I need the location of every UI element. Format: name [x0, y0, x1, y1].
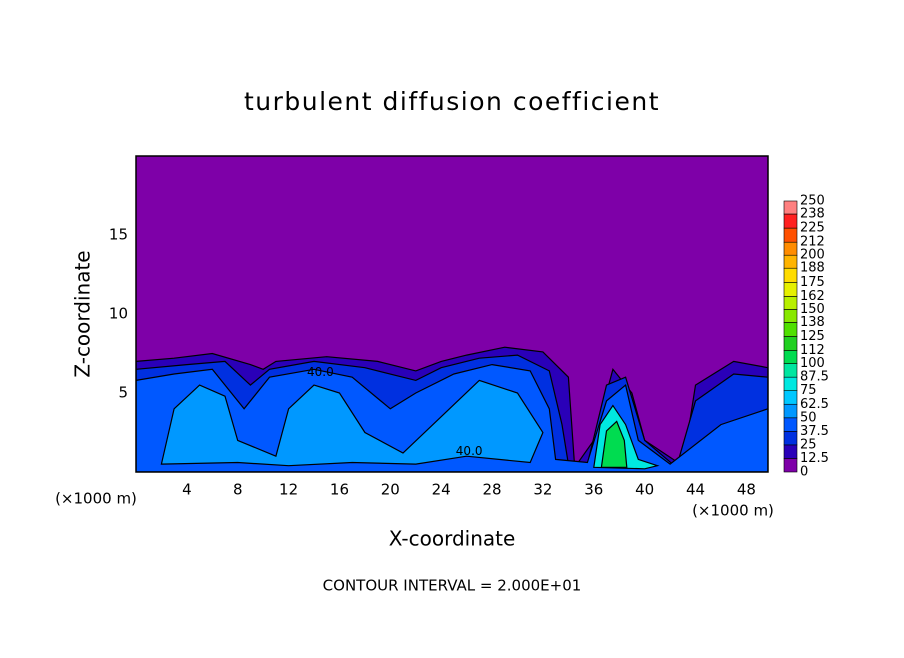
- colorbar-label: 0: [800, 465, 808, 480]
- x-tick-label: 4: [182, 481, 192, 499]
- colorbar-swatch: [783, 390, 798, 405]
- y-tick-label: 15: [109, 226, 128, 244]
- colorbar-swatch: [783, 336, 798, 351]
- colorbar-swatch: [783, 281, 798, 297]
- x-tick-label: 16: [330, 481, 349, 499]
- contour-label: 40.0: [307, 365, 334, 379]
- colorbar-swatch: [783, 376, 798, 391]
- colorbar-label: 62.5: [800, 397, 829, 412]
- field-region: [160, 379, 544, 467]
- colorbar-label: 238: [800, 207, 825, 222]
- contour-label: 40.0: [456, 444, 483, 458]
- x-tick-label: 28: [483, 481, 502, 499]
- colorbar-label: 112: [800, 343, 825, 358]
- x-tick-label: 40: [635, 481, 654, 499]
- y-tick-label: 5: [118, 384, 128, 402]
- colorbar-label: 175: [800, 275, 825, 290]
- colorbar-label: 225: [800, 221, 825, 236]
- x-tick-label: 24: [432, 481, 451, 499]
- colorbar-label: 25: [800, 437, 817, 452]
- colorbar-label: 138: [800, 315, 825, 330]
- colorbar-swatch: [783, 241, 798, 256]
- y-axis-label: Z-coordinate: [71, 250, 95, 377]
- x-tick-label: 48: [737, 481, 756, 499]
- colorbar-label: 212: [800, 235, 825, 250]
- x-unit-label: (×1000 m): [55, 490, 137, 508]
- plot-frame: [135, 155, 769, 473]
- chart-title: turbulent diffusion coefficient: [244, 87, 660, 116]
- colorbar-swatch: [783, 254, 798, 269]
- colorbar-swatch: [783, 200, 798, 215]
- colorbar-label: 37.5: [800, 424, 829, 439]
- colorbar-swatch: [783, 417, 798, 432]
- x-tick-label: 36: [584, 481, 603, 499]
- colorbar-label: 188: [800, 261, 825, 276]
- x-tick-label: 44: [686, 481, 705, 499]
- colorbar-swatch: [783, 444, 798, 459]
- colorbar-swatch: [783, 458, 798, 473]
- x-tick-label: 12: [279, 481, 298, 499]
- footer: CONTOUR INTERVAL = 2.000E+01: [323, 577, 582, 595]
- colorbar-label: 75: [800, 383, 817, 398]
- colorbar-swatch: [783, 403, 798, 419]
- colorbar-label: 12.5: [800, 451, 829, 466]
- field: 40.0 40.0: [136, 156, 768, 472]
- x-tick-label: 20: [381, 481, 400, 499]
- colorbar-label: 250: [800, 194, 825, 209]
- colorbar-label: 162: [800, 289, 825, 304]
- colorbar-swatch: [783, 309, 798, 323]
- colorbar-swatch: [783, 267, 798, 283]
- colorbar-label: 125: [800, 329, 825, 344]
- colorbar-swatch: [783, 431, 798, 446]
- x-axis-label: X-coordinate: [389, 527, 516, 551]
- x-tick-label: 32: [533, 481, 552, 499]
- colorbar-swatch: [783, 322, 798, 337]
- colorbar-swatch: [783, 227, 798, 243]
- colorbar-swatch: [783, 213, 798, 229]
- x-tick-label: 8: [233, 481, 243, 499]
- colorbar-swatch: [783, 350, 798, 364]
- x-unit-label: (×1000 m): [692, 502, 774, 520]
- colorbar-swatch: [783, 363, 798, 378]
- y-tick-label: 10: [109, 305, 128, 323]
- colorbar-swatch: [783, 296, 798, 310]
- colorbar-label: 200: [800, 248, 825, 263]
- colorbar-label: 100: [800, 356, 825, 371]
- colorbar-label: 87.5: [800, 370, 829, 385]
- field-region: [600, 420, 628, 468]
- colorbar-label: 50: [800, 410, 817, 425]
- colorbar-label: 150: [800, 302, 825, 317]
